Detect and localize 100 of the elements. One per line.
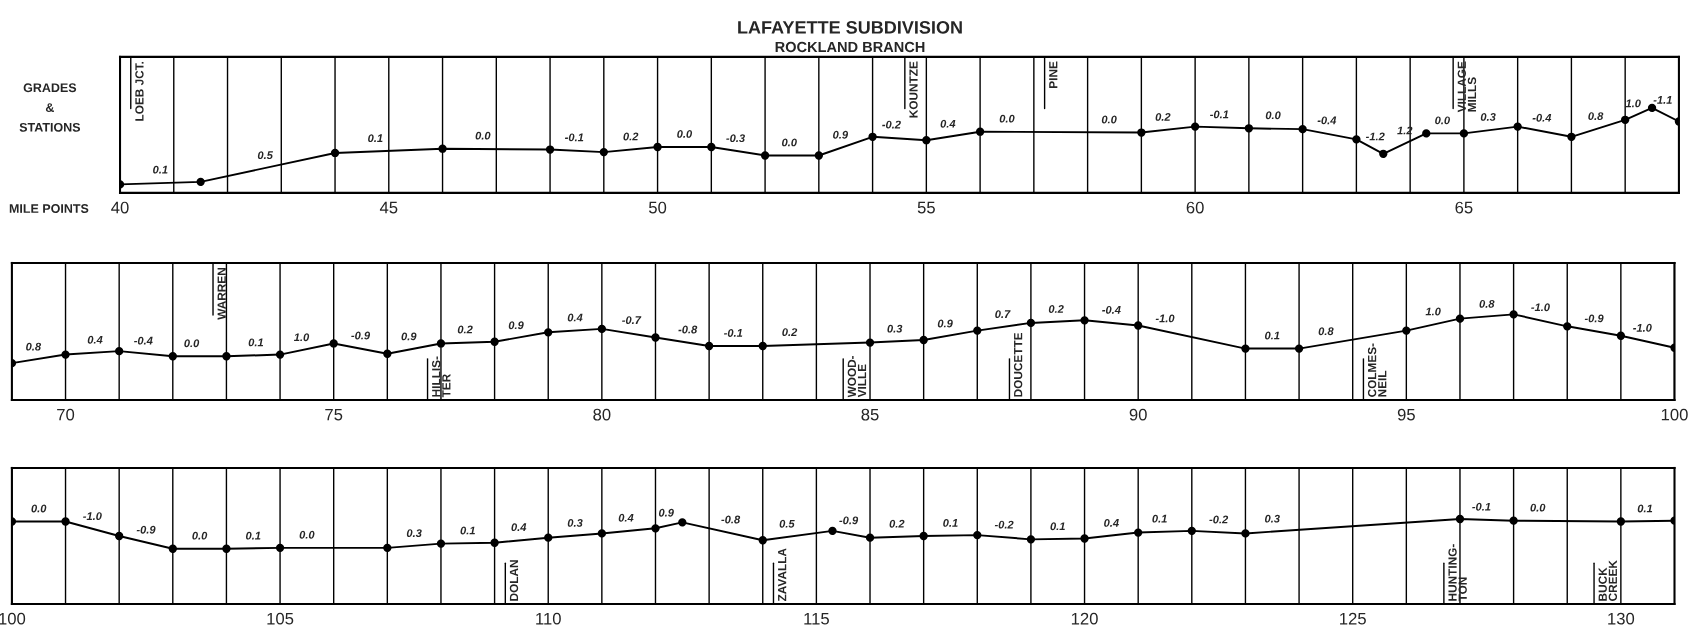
annotation: 0.2 — [457, 325, 473, 334]
annotation: 0.3 — [1265, 514, 1280, 523]
annotation: -0.4 — [1317, 116, 1337, 125]
point — [919, 335, 928, 345]
point — [760, 151, 770, 160]
point — [222, 544, 231, 553]
annotation: -0.8 — [721, 515, 741, 524]
x-tick-label: 110 — [536, 612, 561, 625]
point — [1241, 344, 1250, 353]
annotation: -0.4 — [1102, 305, 1121, 314]
x-tick-label: 65 — [1455, 201, 1473, 214]
x-tick-label: 60 — [1186, 201, 1204, 214]
annotation: 0.0 — [1435, 116, 1451, 125]
point — [707, 142, 716, 152]
point — [436, 339, 446, 348]
point — [814, 151, 823, 160]
annotation: 0.5 — [779, 519, 795, 528]
annotation: 0.9 — [937, 319, 953, 328]
point — [115, 346, 124, 356]
annotation: 0.0 — [184, 339, 200, 348]
x-tick-label: 105 — [267, 612, 294, 625]
point — [1509, 310, 1518, 319]
ref-line-label: COLMES- NEIL — [1367, 343, 1387, 397]
x-tick-label: 120 — [1071, 612, 1098, 625]
annotation: -0.4 — [134, 336, 153, 345]
x-tick-label: 70 — [57, 408, 75, 421]
annotation: -1.0 — [83, 512, 102, 521]
annotation: 0.8 — [1318, 327, 1334, 336]
point — [651, 333, 660, 342]
point — [1455, 514, 1465, 524]
annotation: 0.1 — [1265, 331, 1280, 340]
x-tick-label: 100 — [0, 612, 26, 625]
annotation: 0.2 — [1048, 305, 1064, 313]
annotation: 0.0 — [999, 114, 1015, 123]
x-tick-label: 75 — [325, 408, 343, 421]
chart-subtitle: ROCKLAND BRANCH — [775, 41, 925, 53]
ref-line-label: DOUCETTE — [1013, 332, 1023, 397]
annotation: -1.0 — [1155, 314, 1175, 323]
annotation: -0.2 — [994, 520, 1014, 529]
point — [1455, 314, 1465, 323]
point — [1026, 318, 1036, 328]
annotation: 0.3 — [406, 529, 422, 538]
annotation: -1.0 — [1531, 303, 1550, 312]
point — [438, 144, 447, 153]
annotation: -0.7 — [622, 316, 642, 325]
annotation: 0.2 — [1155, 112, 1171, 121]
annotation: 0.1 — [1050, 522, 1065, 531]
x-tick-label: 40 — [111, 201, 129, 214]
point — [1616, 331, 1626, 340]
annotation: 0.3 — [1480, 112, 1496, 121]
annotation: -0.2 — [1209, 515, 1229, 524]
point — [1616, 517, 1626, 526]
x-tick-label: 100 — [1661, 408, 1688, 421]
annotation: 0.4 — [567, 313, 583, 322]
point — [1190, 122, 1200, 131]
annotation: 0.1 — [245, 531, 261, 540]
annotation: 0.1 — [248, 338, 264, 347]
point — [651, 524, 660, 533]
x-tick-label: 80 — [593, 408, 611, 421]
annotation: 1.0 — [1425, 307, 1441, 316]
point — [383, 349, 392, 358]
ref-line-label: VILLAGE MILLS — [1457, 61, 1477, 113]
point — [544, 533, 553, 542]
point — [1134, 528, 1143, 537]
point — [115, 531, 124, 541]
point — [1137, 128, 1146, 137]
annotation: 0.8 — [1588, 112, 1604, 121]
point — [383, 543, 392, 553]
point — [828, 526, 837, 536]
point — [1187, 526, 1196, 536]
point — [1379, 149, 1388, 158]
annotation: 0.4 — [1104, 518, 1119, 527]
point — [922, 136, 931, 145]
x-tick-label: 50 — [648, 201, 667, 214]
point — [865, 338, 875, 347]
annotation: 0.0 — [1101, 115, 1117, 124]
annotation: -0.1 — [1210, 110, 1229, 119]
annotation: 0.4 — [87, 335, 103, 344]
annotation: 0.9 — [401, 332, 417, 341]
point — [168, 352, 177, 361]
ref-line-label: PINE — [1049, 61, 1058, 88]
point — [1459, 129, 1469, 138]
ref-line-label: WARREN — [217, 268, 226, 320]
annotation: 0.9 — [658, 508, 674, 517]
point — [678, 518, 687, 527]
annotation: -0.9 — [1584, 314, 1604, 323]
point — [597, 529, 607, 538]
point — [973, 530, 982, 540]
x-tick-label: 45 — [379, 201, 398, 214]
annotation: 0.4 — [618, 513, 634, 522]
annotation: 0.3 — [567, 518, 583, 527]
annotation: 0.0 — [1530, 503, 1546, 512]
annotation: 0.1 — [368, 134, 383, 143]
point — [61, 350, 70, 359]
annotation: 0.1 — [1152, 514, 1167, 523]
point — [1080, 316, 1089, 325]
x-tick-label: 125 — [1340, 612, 1366, 625]
ref-line-label: KOUNTZE — [909, 61, 918, 118]
annotation: -0.3 — [726, 134, 745, 143]
ref-line-label: HUNTING- TON — [1448, 544, 1467, 602]
